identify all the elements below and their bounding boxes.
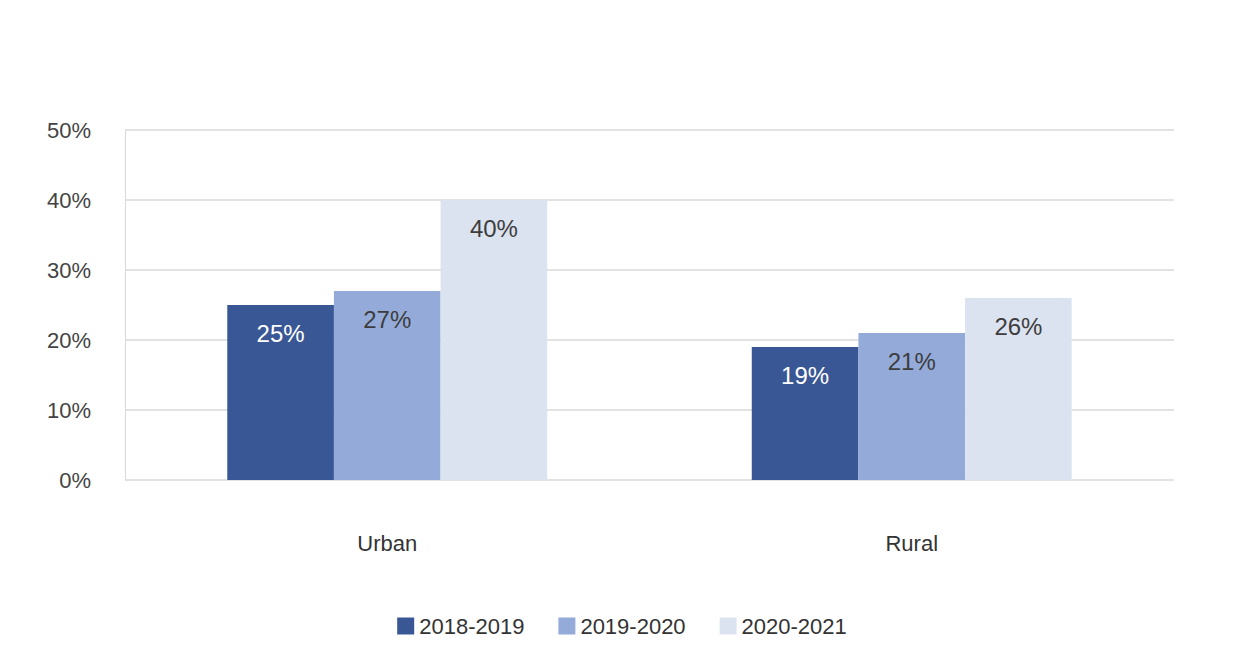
svg-text:50%: 50% bbox=[47, 118, 91, 143]
svg-text:19%: 19% bbox=[781, 362, 829, 389]
svg-text:2018-2019: 2018-2019 bbox=[419, 614, 524, 639]
svg-text:Rural: Rural bbox=[885, 531, 938, 556]
svg-text:25%: 25% bbox=[257, 320, 305, 347]
svg-text:Urban: Urban bbox=[357, 531, 417, 556]
svg-text:0%: 0% bbox=[59, 468, 91, 493]
svg-text:40%: 40% bbox=[47, 188, 91, 213]
svg-text:26%: 26% bbox=[994, 313, 1042, 340]
svg-text:2020-2021: 2020-2021 bbox=[742, 614, 847, 639]
svg-text:30%: 30% bbox=[47, 258, 91, 283]
svg-text:21%: 21% bbox=[888, 348, 936, 375]
svg-text:27%: 27% bbox=[363, 306, 411, 333]
svg-text:10%: 10% bbox=[47, 398, 91, 423]
svg-text:20%: 20% bbox=[47, 328, 91, 353]
svg-text:40%: 40% bbox=[470, 215, 518, 242]
svg-text:2019-2020: 2019-2020 bbox=[580, 614, 685, 639]
